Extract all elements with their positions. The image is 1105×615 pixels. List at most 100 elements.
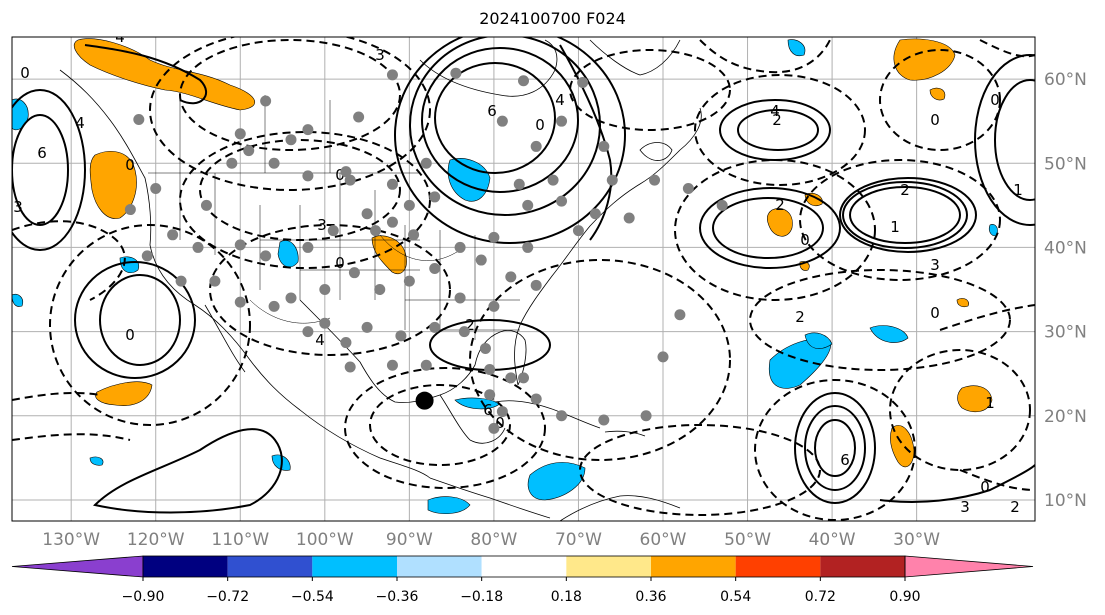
- colorbar-segment: [735, 556, 821, 577]
- station-dot: [479, 342, 491, 354]
- station-dot: [429, 262, 441, 274]
- station-dot: [518, 75, 529, 87]
- station-dot: [458, 326, 470, 338]
- coast-atlantic: [514, 107, 702, 386]
- station-dot: [530, 279, 542, 291]
- station-dot: [530, 140, 542, 152]
- longitude-labels: 130°W 120°W 110°W 100°W 90°W 80°W 70°W 60°W 50°W…: [42, 530, 940, 550]
- lat-label: 40°N: [1044, 238, 1087, 258]
- station-dot: [319, 317, 331, 329]
- colorbar-segment: [481, 556, 567, 577]
- latitude-labels: 60°N 50°N 40°N 30°N 20°N 10°N: [1044, 70, 1087, 511]
- station-dot: [133, 113, 145, 125]
- contour-label: 0: [495, 414, 505, 432]
- contour-label: 3: [375, 46, 385, 64]
- colorbar-tick-label: −0.54: [291, 589, 334, 605]
- contour-label: 1: [1013, 181, 1023, 199]
- colorbar-tick-label: 0.72: [805, 589, 836, 605]
- station-dot: [200, 199, 212, 211]
- station-dot: [386, 178, 398, 190]
- station-dot: [475, 254, 487, 266]
- station-dot: [598, 140, 610, 152]
- contour-label: 4: [770, 102, 780, 120]
- plot-title: 2024100700 F024: [479, 9, 626, 28]
- contour-label: 2: [775, 196, 785, 214]
- station-dot: [572, 225, 584, 237]
- colorbar-extend-low: [11, 555, 144, 578]
- contour-label: 0: [800, 231, 810, 249]
- station-dot: [234, 239, 246, 251]
- colorbar-tick-label: 0.18: [551, 589, 582, 605]
- contour-label: 2: [772, 111, 782, 129]
- station-dot: [353, 111, 365, 123]
- station-dot: [124, 204, 136, 216]
- station-dot: [420, 359, 432, 371]
- colorbar-segment: [143, 556, 228, 577]
- station-dot: [285, 292, 297, 304]
- lon-label: 120°W: [127, 530, 185, 550]
- contour-label: 6: [487, 102, 497, 120]
- negative-shading: [12, 39, 998, 514]
- station-dot: [606, 174, 618, 186]
- lon-label: 110°W: [211, 530, 269, 550]
- station-dot: [623, 212, 635, 224]
- station-dot: [386, 359, 398, 371]
- station-dot: [649, 174, 661, 186]
- contour-label: 0: [990, 91, 1000, 109]
- station-dot: [302, 170, 314, 182]
- shade-neg-6: [804, 332, 833, 349]
- contour-label: 0: [20, 64, 30, 82]
- station-dot: [484, 363, 496, 375]
- contour-label: 2: [465, 316, 475, 334]
- contour-label: 0: [535, 116, 545, 134]
- station-dot: [344, 361, 356, 373]
- contour-label: 3: [960, 498, 970, 516]
- contour-label: 0: [125, 156, 135, 174]
- contours-dashed: [12, 37, 1035, 521]
- colorbar-segment: [312, 556, 397, 577]
- station-dot: [327, 225, 339, 237]
- colorbar-tick-label: 0.36: [635, 589, 666, 605]
- contour-label: 3: [930, 256, 940, 274]
- lon-label: 40°W: [809, 530, 856, 550]
- shade-pos-7: [890, 425, 915, 468]
- station-dot: [488, 231, 500, 243]
- contour-label: 4: [555, 91, 565, 109]
- lat-label: 20°N: [1044, 407, 1087, 427]
- station-dot: [403, 275, 415, 287]
- station-dot: [454, 241, 466, 253]
- station-dot: [348, 267, 360, 279]
- colorbar-extend-high: [904, 555, 1034, 578]
- contour-label: 0: [125, 326, 135, 344]
- lon-label: 90°W: [386, 530, 433, 550]
- station-dot: [454, 292, 466, 304]
- station-dot: [395, 330, 407, 342]
- map-frame: [11, 36, 1036, 522]
- station-dot: [344, 174, 356, 186]
- colorbar-segment: [820, 556, 905, 577]
- coast-newfoundland: [639, 142, 673, 161]
- lon-label: 60°W: [640, 530, 687, 550]
- colorbar-tick-label: −0.18: [460, 589, 503, 605]
- station-dot: [674, 309, 686, 321]
- coast-sa: [559, 495, 681, 521]
- lon-label: 130°W: [42, 530, 100, 550]
- station-dot: [420, 157, 432, 169]
- lon-label: 30°W: [893, 530, 940, 550]
- contour-label: 0: [335, 254, 345, 272]
- lat-label: 50°N: [1044, 154, 1087, 174]
- contour-label: 2: [900, 181, 910, 199]
- lon-label: 80°W: [470, 530, 517, 550]
- station-dot: [150, 183, 162, 195]
- station-dot: [640, 410, 652, 422]
- station-dot: [260, 95, 272, 107]
- station-dot: [547, 174, 559, 186]
- contour-label: 6: [483, 401, 493, 419]
- shade-pos-2: [89, 151, 137, 219]
- station-dot: [496, 115, 508, 127]
- shade-pos-8: [957, 385, 993, 413]
- lon-label: 50°W: [724, 530, 771, 550]
- station-dot: [361, 321, 373, 333]
- station-dot: [577, 76, 589, 88]
